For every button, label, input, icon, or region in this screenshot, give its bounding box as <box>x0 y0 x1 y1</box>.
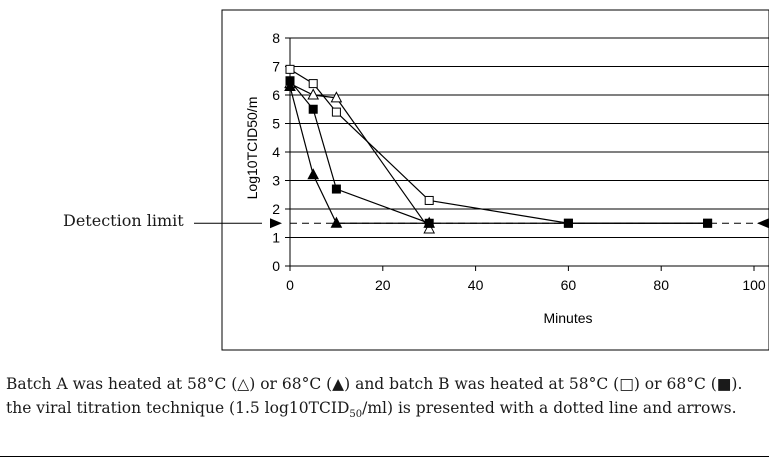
titration-chart: 0 1 2 3 4 5 6 7 8 0 20 40 60 80 100 Log10TCID50/m Min… <box>63 9 769 351</box>
y-tick-label-2: 2 <box>272 201 280 217</box>
gridlines <box>290 37 769 238</box>
point-open-triangle-3 <box>423 222 436 234</box>
point-filled-square-0 <box>285 76 295 86</box>
series-line-open-triangle <box>289 83 430 230</box>
series-line-filled-square <box>289 80 708 224</box>
y-tick-label-5: 5 <box>272 116 280 132</box>
figure-caption: Batch A was heated at 58°C (△) or 68°C (… <box>6 372 766 427</box>
point-filled-square-3 <box>424 218 434 228</box>
point-open-triangle-1 <box>307 88 320 100</box>
point-filled-square-4 <box>563 218 573 228</box>
caption-line-2: the viral titration technique (1.5 log10… <box>6 396 766 427</box>
point-open-triangle-2 <box>330 91 343 103</box>
y-tick-label-1: 1 <box>272 230 280 246</box>
bottom-rule <box>0 456 769 457</box>
y-tick-label-8: 8 <box>272 30 280 46</box>
x-tick-labels: 0 20 40 60 80 100 <box>286 277 766 293</box>
caption-line-2-start: the viral titration technique (1.5 log10… <box>6 399 350 417</box>
x-axis-label: Minutes <box>543 310 592 326</box>
y-tick-label-6: 6 <box>272 87 280 103</box>
x-tick-label-40: 40 <box>468 277 484 293</box>
series-line-filled-triangle <box>289 86 430 224</box>
y-axis-label: Log10TCID50/m <box>244 97 260 200</box>
y-tick-label-0: 0 <box>272 258 280 274</box>
detection-arrow-right <box>757 218 769 229</box>
caption-subscript: 50 <box>349 409 363 421</box>
x-tick-label-100: 100 <box>742 277 766 293</box>
y-tick-label-3: 3 <box>272 173 280 189</box>
x-tick-label-20: 20 <box>375 277 391 293</box>
point-open-square-2 <box>331 107 341 117</box>
y-tick-labels: 0 1 2 3 4 5 6 7 8 <box>272 30 280 274</box>
y-tick-label-7: 7 <box>272 59 280 75</box>
detection-limit-label: Detection limit <box>63 211 184 230</box>
caption-line-2-end: /ml) is presented with a dotted line and… <box>362 399 737 417</box>
x-tick-label-80: 80 <box>653 277 669 293</box>
y-tick-label-4: 4 <box>272 144 280 160</box>
point-filled-square-2 <box>331 184 341 194</box>
point-filled-square-5 <box>703 218 713 228</box>
x-tick-label-0: 0 <box>286 277 294 293</box>
axes <box>285 37 769 271</box>
point-open-square-0 <box>285 64 295 74</box>
point-filled-square-1 <box>308 104 318 114</box>
point-filled-triangle-1 <box>307 168 320 180</box>
point-open-square-1 <box>308 79 318 89</box>
point-open-square-3 <box>424 195 434 205</box>
caption-line-1: Batch A was heated at 58°C (△) or 68°C (… <box>6 375 743 393</box>
point-filled-triangle-2 <box>330 216 343 228</box>
detection-arrow-left <box>270 218 282 229</box>
x-tick-label-60: 60 <box>561 277 577 293</box>
point-filled-triangle-0 <box>284 79 296 91</box>
series-group <box>284 64 713 234</box>
